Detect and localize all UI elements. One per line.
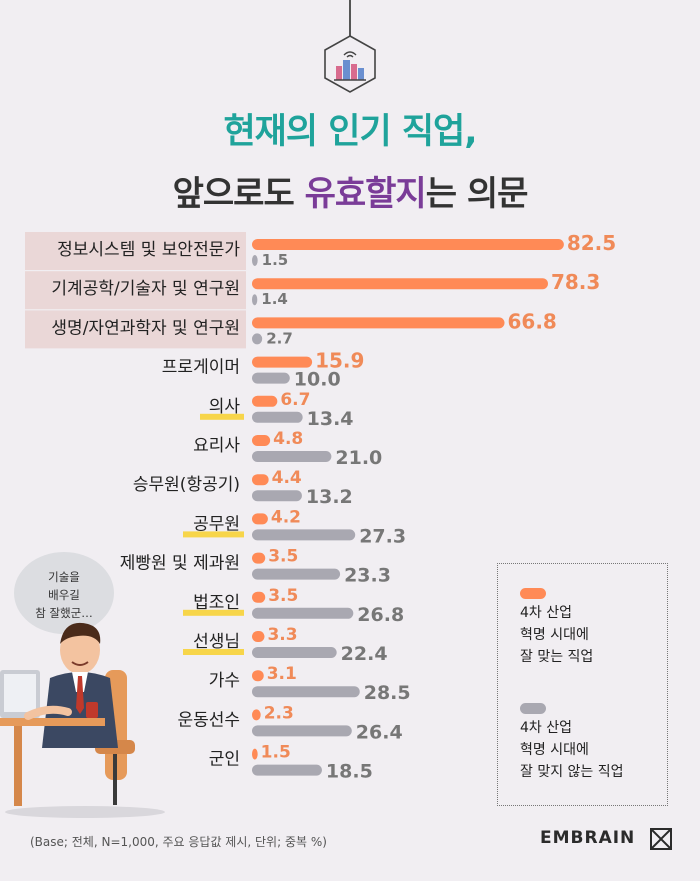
footnote: (Base; 전체, N=1,000, 주요 응답값 제시, 단위; 중복 %) (30, 835, 327, 849)
bar-fit (252, 709, 261, 721)
bar-unfit (252, 294, 258, 306)
value-label-unfit: 13.2 (306, 486, 353, 508)
bar-fit (252, 239, 564, 250)
bar-fit (252, 435, 271, 446)
value-label-unfit: 18.5 (326, 761, 373, 783)
bar-fit (252, 748, 258, 760)
value-label-unfit: 22.4 (341, 643, 388, 665)
bar-unfit (252, 647, 337, 658)
value-label-fit: 78.3 (551, 270, 600, 294)
brand-name: EMBRAIN (540, 828, 636, 848)
category-label: 의사 (209, 397, 241, 417)
category-label: 가수 (209, 671, 240, 691)
bar-unfit (252, 451, 332, 462)
category-highlight-box (25, 271, 246, 310)
category-label: 공무원 (193, 514, 240, 534)
bar-unfit (252, 333, 263, 345)
value-label-unfit: 28.5 (364, 682, 411, 704)
bar-unfit (252, 725, 352, 737)
legend: 4차 산업 혁명 시대에 잘 맞는 직업 4차 산업 혁명 시대에 잘 맞지 않… (497, 563, 668, 806)
bar-unfit (252, 411, 303, 423)
category-underline (183, 649, 244, 655)
title-line-1: 현재의 인기 직업, (223, 112, 477, 152)
value-label-fit: 1.5 (261, 743, 291, 763)
bar-unfit (252, 607, 354, 619)
legend-swatch-unfit (520, 703, 546, 714)
category-underline (183, 609, 244, 616)
value-label-fit: 3.1 (267, 664, 297, 684)
value-label-fit: 2.3 (264, 703, 294, 723)
bar-fit (252, 670, 264, 682)
speech-bubble (14, 552, 114, 634)
category-label: 승무원(항공기) (133, 475, 240, 495)
value-label-unfit: 26.8 (357, 604, 404, 626)
bar-unfit (252, 255, 258, 266)
brand-logo-icon (650, 828, 672, 850)
bar-fit (252, 631, 265, 642)
value-label-unfit: 26.4 (356, 721, 403, 743)
title-line-2: 앞으로도 유효할지는 의문 (0, 166, 700, 215)
bar-unfit (252, 529, 356, 541)
category-highlight-box (25, 232, 246, 270)
value-label-unfit: 1.5 (262, 251, 289, 269)
category-highlight-box (25, 310, 246, 349)
value-label-fit: 82.5 (567, 231, 616, 255)
bar-fit (252, 513, 268, 525)
category-label: 법조인 (193, 593, 240, 613)
legend-label-fit: 4차 산업 혁명 시대에 잘 맞는 직업 (520, 605, 594, 665)
value-label-fit: 4.8 (273, 429, 303, 449)
value-label-fit: 3.3 (267, 625, 297, 645)
hanging-string (349, 0, 351, 36)
bar-fit (252, 395, 278, 407)
value-label-unfit: 10.0 (294, 369, 341, 391)
bar-fit (252, 317, 505, 329)
bar-unfit (252, 372, 290, 384)
bar-unfit (252, 490, 302, 502)
bar-unfit (252, 568, 341, 580)
category-label: 프로게이머 (162, 358, 240, 378)
value-label-fit: 3.5 (268, 586, 298, 606)
value-label-unfit: 27.3 (359, 525, 406, 547)
category-label: 선생님 (193, 632, 240, 652)
businessman-illustration (0, 622, 165, 818)
category-label: 생명/자연과학자 및 연구원 (51, 318, 240, 338)
category-label: 기계공학/기술자 및 연구원 (51, 279, 240, 299)
value-label-fit: 66.8 (508, 309, 557, 333)
bar-fit (252, 474, 269, 486)
value-label-unfit: 2.7 (266, 329, 293, 347)
value-label-unfit: 1.4 (261, 290, 288, 308)
title-line-2-start: 앞으로도 (172, 174, 305, 214)
title-line-2-end: 는 의문 (425, 174, 529, 214)
value-label-fit: 6.7 (280, 390, 310, 410)
bar-fit (252, 356, 313, 368)
category-label: 군인 (209, 750, 240, 770)
legend-swatch-fit (520, 588, 546, 599)
value-label-unfit: 13.4 (307, 408, 354, 430)
city-hexagon-icon (324, 35, 376, 93)
category-label: 운동선수 (177, 710, 240, 730)
value-label-fit: 3.5 (268, 547, 298, 567)
legend-label-unfit: 4차 산업 혁명 시대에 잘 맞지 않는 직업 (520, 720, 624, 780)
category-underline (200, 413, 244, 420)
bar-unfit (252, 764, 322, 776)
category-underline (183, 531, 244, 538)
category-label: 제빵원 및 제과원 (120, 554, 240, 574)
speech-bubble-text: 기술을 배우길 참 잘했군… (35, 570, 93, 620)
category-label: 요리사 (193, 436, 240, 456)
value-label-unfit: 23.3 (344, 565, 391, 587)
value-label-unfit: 21.0 (335, 447, 382, 469)
value-label-fit: 4.2 (271, 507, 301, 527)
value-label-fit: 15.9 (315, 349, 364, 373)
bar-fit (252, 552, 266, 564)
category-label: 정보시스템 및 보안전문가 (57, 240, 240, 260)
bar-unfit (252, 686, 360, 698)
value-label-fit: 4.4 (272, 468, 302, 488)
title-highlight: 유효할지 (304, 174, 427, 214)
bar-fit (252, 278, 548, 290)
bar-fit (252, 591, 266, 603)
